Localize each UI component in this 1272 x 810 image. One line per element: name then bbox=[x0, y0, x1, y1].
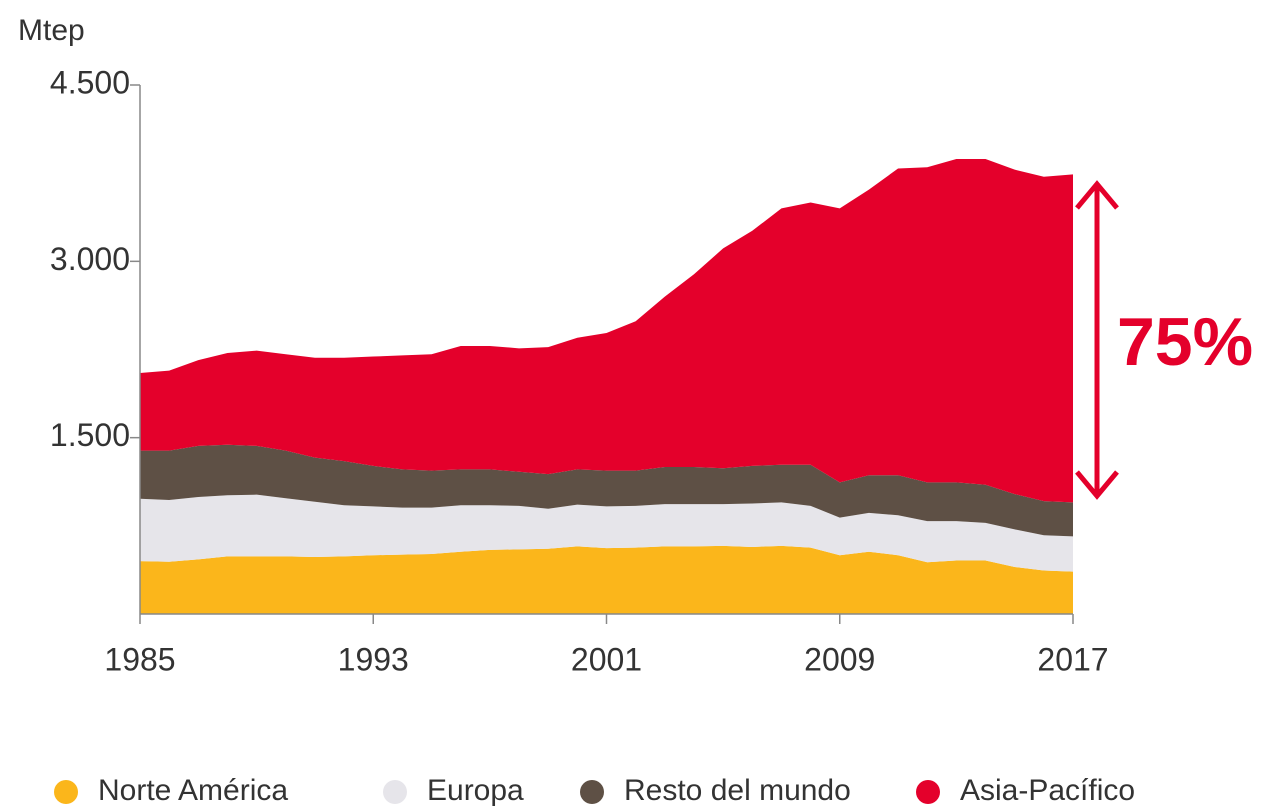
area bbox=[140, 444, 1073, 537]
legend-label: Resto del mundo bbox=[624, 774, 851, 807]
legend-swatch bbox=[916, 780, 940, 804]
x-tick-label: 2001 bbox=[571, 641, 642, 677]
y-tick-label: 4.500 bbox=[50, 64, 130, 100]
area bbox=[140, 494, 1073, 572]
legend-label: Norte América bbox=[98, 774, 288, 807]
x-tick-label: 2017 bbox=[1037, 641, 1108, 677]
legend-label: Asia-Pacífico bbox=[960, 774, 1135, 807]
legend-swatch bbox=[383, 780, 407, 804]
x-tick-label: 1993 bbox=[338, 641, 409, 677]
x-tick-label: 2009 bbox=[804, 641, 875, 677]
legend-swatch bbox=[54, 780, 78, 804]
y-axis-label: Mtep bbox=[18, 14, 85, 47]
area bbox=[140, 159, 1073, 503]
annotation: 75% bbox=[1117, 304, 1253, 380]
areas bbox=[140, 159, 1073, 614]
y-tick-label: 1.500 bbox=[50, 417, 130, 453]
legend-label: Europa bbox=[427, 774, 524, 807]
arrow bbox=[1075, 180, 1119, 500]
area bbox=[140, 545, 1073, 614]
legend-swatch bbox=[580, 780, 604, 804]
y-tick-label: 3.000 bbox=[50, 241, 130, 277]
x-tick-label: 1985 bbox=[104, 641, 175, 677]
